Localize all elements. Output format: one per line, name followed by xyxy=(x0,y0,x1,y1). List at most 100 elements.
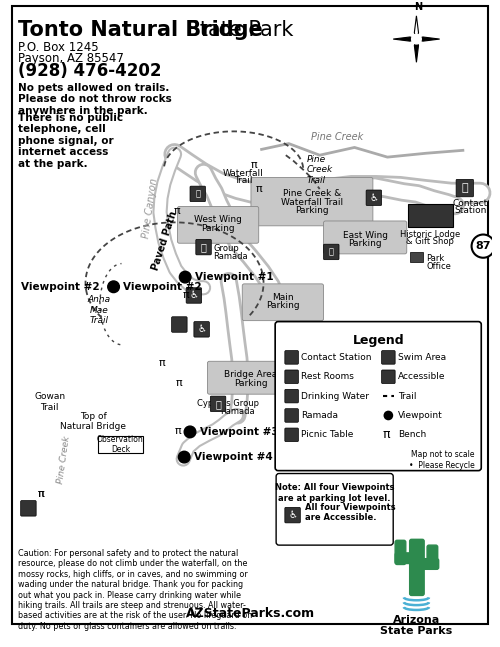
Text: Pine Creek: Pine Creek xyxy=(56,435,72,485)
Text: Pine Creek &: Pine Creek & xyxy=(283,189,341,198)
Bar xyxy=(410,252,423,261)
Text: Please do not throw rocks
anywhere in the park.: Please do not throw rocks anywhere in th… xyxy=(18,94,172,116)
FancyBboxPatch shape xyxy=(456,179,473,197)
Text: Viewpoint: Viewpoint xyxy=(398,411,443,420)
FancyBboxPatch shape xyxy=(285,389,298,403)
Text: ♿: ♿ xyxy=(288,510,297,520)
Text: 87: 87 xyxy=(476,241,491,251)
Text: Legend: Legend xyxy=(352,334,404,347)
Text: π: π xyxy=(183,291,190,300)
Text: Parking: Parking xyxy=(266,302,300,311)
Text: There is no public
telephone, cell
phone signal, or
internet access
at the park.: There is no public telephone, cell phone… xyxy=(18,113,123,169)
FancyBboxPatch shape xyxy=(285,428,298,442)
Text: ⛩: ⛩ xyxy=(462,183,468,193)
FancyBboxPatch shape xyxy=(186,288,202,303)
Text: P.O. Box 1245: P.O. Box 1245 xyxy=(18,41,98,54)
Circle shape xyxy=(178,451,190,463)
Text: Viewpoint #4: Viewpoint #4 xyxy=(194,452,272,462)
Text: Waterfall Trail: Waterfall Trail xyxy=(281,198,343,207)
Text: Cypress Group: Cypress Group xyxy=(196,399,258,408)
Text: Caution: For personal safety and to protect the natural
resource, please do not : Caution: For personal safety and to prot… xyxy=(18,549,252,631)
FancyBboxPatch shape xyxy=(420,558,438,569)
FancyBboxPatch shape xyxy=(395,553,413,564)
FancyBboxPatch shape xyxy=(178,206,258,243)
FancyBboxPatch shape xyxy=(285,370,298,384)
Text: Tonto Natural Bridge: Tonto Natural Bridge xyxy=(18,19,262,39)
FancyBboxPatch shape xyxy=(196,239,212,255)
FancyBboxPatch shape xyxy=(208,361,294,394)
Circle shape xyxy=(180,271,191,283)
Text: ⛩: ⛩ xyxy=(200,242,206,252)
Text: Parking: Parking xyxy=(348,239,382,248)
FancyBboxPatch shape xyxy=(324,221,407,254)
FancyBboxPatch shape xyxy=(172,317,187,333)
FancyBboxPatch shape xyxy=(410,540,424,595)
Text: Note: All four Viewpoints
are at parking lot level.: Note: All four Viewpoints are at parking… xyxy=(275,483,394,503)
FancyBboxPatch shape xyxy=(210,396,226,411)
Text: Parking: Parking xyxy=(234,378,268,388)
Polygon shape xyxy=(414,16,418,39)
Text: Office: Office xyxy=(426,261,451,270)
Text: Ramada: Ramada xyxy=(213,252,248,261)
Text: Viewpoint #2: Viewpoint #2 xyxy=(123,282,202,292)
FancyBboxPatch shape xyxy=(275,322,482,470)
Text: Waterfall: Waterfall xyxy=(223,169,264,178)
Circle shape xyxy=(412,34,422,44)
Text: Trail: Trail xyxy=(234,177,252,186)
FancyBboxPatch shape xyxy=(242,284,324,321)
Text: Swim Area: Swim Area xyxy=(398,353,446,362)
Polygon shape xyxy=(414,39,418,62)
Text: π: π xyxy=(158,358,166,368)
FancyBboxPatch shape xyxy=(366,190,382,206)
Text: Viewpoint #2: Viewpoint #2 xyxy=(20,282,100,292)
Text: Contact Station: Contact Station xyxy=(302,353,372,362)
Text: No pets allowed on trails.: No pets allowed on trails. xyxy=(18,83,169,93)
Text: 🚹: 🚹 xyxy=(329,247,334,256)
Text: Gowan
Trail: Gowan Trail xyxy=(34,392,66,411)
Text: Parking: Parking xyxy=(295,206,328,215)
Text: Bench: Bench xyxy=(398,430,426,439)
Text: π: π xyxy=(38,489,44,499)
Text: Historic Lodge: Historic Lodge xyxy=(400,230,460,239)
Text: Picnic Table: Picnic Table xyxy=(302,430,354,439)
Text: π: π xyxy=(175,426,182,436)
FancyBboxPatch shape xyxy=(382,351,395,364)
Text: π: π xyxy=(382,428,390,441)
Text: Bridge Area: Bridge Area xyxy=(224,370,278,379)
FancyBboxPatch shape xyxy=(382,370,395,384)
Text: (928) 476-4202: (928) 476-4202 xyxy=(18,62,162,80)
Polygon shape xyxy=(393,37,416,41)
Text: State Park: State Park xyxy=(180,19,294,39)
Bar xyxy=(98,436,142,453)
Text: Main: Main xyxy=(272,292,293,302)
Text: East Wing: East Wing xyxy=(342,230,388,239)
FancyBboxPatch shape xyxy=(285,507,300,523)
Text: Paved Path: Paved Path xyxy=(150,210,179,271)
Text: Drinking Water: Drinking Water xyxy=(302,391,370,400)
FancyBboxPatch shape xyxy=(251,177,373,226)
Text: Station: Station xyxy=(454,206,487,215)
Text: Map not to scale
•  Please Recycle: Map not to scale • Please Recycle xyxy=(408,450,474,470)
FancyBboxPatch shape xyxy=(427,545,438,569)
FancyBboxPatch shape xyxy=(285,351,298,364)
Text: π: π xyxy=(256,184,262,194)
Text: π: π xyxy=(38,489,44,499)
Text: Ramada: Ramada xyxy=(220,407,254,416)
Circle shape xyxy=(108,281,120,292)
Bar xyxy=(408,204,453,227)
Text: Accessible: Accessible xyxy=(398,372,446,381)
Circle shape xyxy=(384,411,393,421)
Text: ♿: ♿ xyxy=(370,193,378,203)
Text: Rest Rooms: Rest Rooms xyxy=(302,372,354,381)
Text: Pine Canyon: Pine Canyon xyxy=(141,178,160,239)
Text: Observation
Deck: Observation Deck xyxy=(97,435,144,454)
Text: Parking: Parking xyxy=(202,224,235,233)
Text: ⛩: ⛩ xyxy=(215,399,221,409)
Text: π: π xyxy=(176,378,182,388)
Text: Anna
Mae
Trail: Anna Mae Trail xyxy=(88,296,110,325)
FancyBboxPatch shape xyxy=(285,409,298,422)
Text: Contact: Contact xyxy=(453,199,488,208)
Text: Payson, AZ 85547: Payson, AZ 85547 xyxy=(18,52,124,65)
Text: Viewpoint #1: Viewpoint #1 xyxy=(195,272,274,282)
Text: ♿: ♿ xyxy=(197,324,206,334)
